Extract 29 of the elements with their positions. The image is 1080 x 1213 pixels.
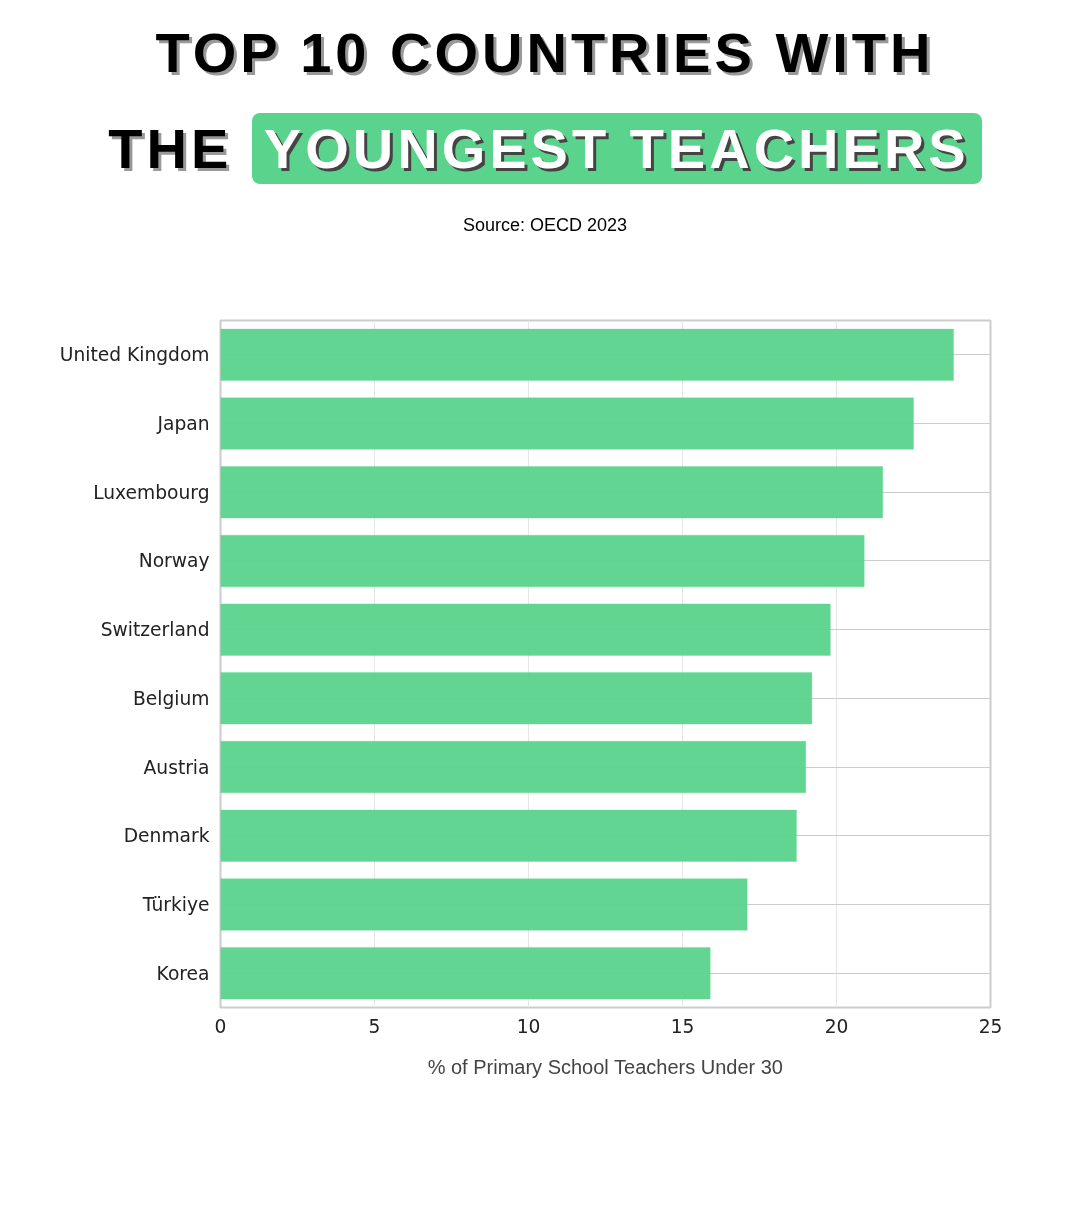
y-tick-label: Denmark <box>123 825 210 847</box>
bar <box>220 878 748 931</box>
bar <box>220 465 884 519</box>
source-note: Source: OECD 2023 <box>461 214 629 237</box>
x-axis-title: % of Primary School Teachers Under 30 <box>427 1055 783 1078</box>
y-tick-label: Luxembourg <box>93 481 210 503</box>
y-tick-label: Korea <box>156 962 210 984</box>
y-tick-label: Austria <box>143 756 210 778</box>
x-tick-label: 15 <box>670 1015 695 1037</box>
x-tick-label: 0 <box>214 1015 227 1037</box>
y-tick-label: United Kingdom <box>59 344 210 366</box>
bar <box>220 328 955 382</box>
y-tick-label: Switzerland <box>100 619 210 641</box>
x-tick-label: 5 <box>368 1015 381 1037</box>
y-tick-label: Türkiye <box>141 893 210 915</box>
chart-title: TOP 10 COUNTRIES WITH THE YOUNGEST TEACHERS <box>107 20 971 182</box>
y-tick-label: Japan <box>156 413 210 435</box>
bar <box>220 740 807 794</box>
y-tick-label: Belgium <box>133 687 210 709</box>
bar <box>220 672 813 725</box>
bar <box>220 603 831 656</box>
bar <box>220 946 711 1000</box>
x-tick-label: 10 <box>516 1015 541 1037</box>
x-tick-label: 20 <box>824 1015 849 1037</box>
y-tick-label: Norway <box>138 550 210 572</box>
bar <box>220 397 914 450</box>
bar <box>220 809 797 863</box>
x-tick-label: 25 <box>978 1015 1003 1037</box>
bar <box>220 534 865 588</box>
